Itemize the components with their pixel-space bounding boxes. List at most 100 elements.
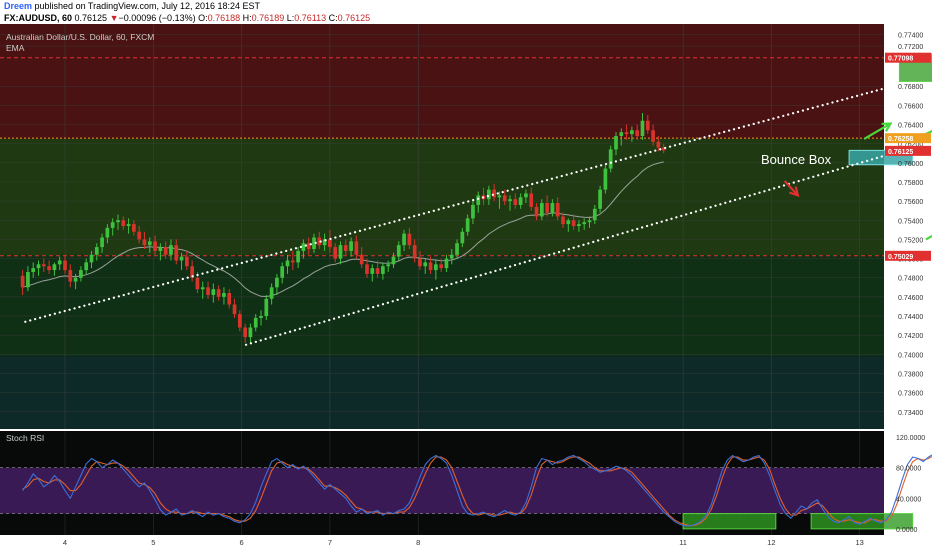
candle-body xyxy=(169,245,173,255)
candle-body xyxy=(566,220,571,225)
time-axis-background xyxy=(0,535,884,550)
candle-body xyxy=(550,203,555,213)
candle-body xyxy=(439,264,444,269)
candle-body xyxy=(492,189,496,198)
y-tick-label: 0.77400 xyxy=(898,33,923,40)
candle-body xyxy=(26,271,30,288)
rsi-y-tick-label: 80.0000 xyxy=(896,466,921,473)
candle-body xyxy=(624,132,629,135)
arrow-head xyxy=(789,186,800,198)
price-change: −0.00096 (−0.13%) xyxy=(118,13,196,23)
candle-body xyxy=(476,195,481,205)
down-arrow-icon: ▼ xyxy=(109,13,119,23)
candle-body xyxy=(216,289,221,297)
candle-body xyxy=(518,197,523,205)
y-tick-label: 0.76400 xyxy=(898,123,923,130)
candle-body xyxy=(582,222,587,225)
price-tag-text: 0.75029 xyxy=(888,254,913,261)
candle-body xyxy=(545,203,549,213)
candle-body xyxy=(41,264,46,267)
candle-body xyxy=(280,266,285,278)
candle-body xyxy=(237,314,242,328)
candle-body xyxy=(259,316,263,318)
x-tick-label: 7 xyxy=(328,538,332,547)
author-name[interactable]: Dreem xyxy=(4,1,33,11)
rsi-title: Stoch RSI xyxy=(6,433,44,443)
candle-body xyxy=(73,277,78,282)
candle-body xyxy=(561,216,565,225)
candle-body xyxy=(608,149,613,169)
candle-body xyxy=(603,168,608,190)
price-tag xyxy=(885,52,931,63)
y-tick-label: 0.76800 xyxy=(898,84,923,91)
candle-body xyxy=(63,260,67,271)
chart-title: Australian Dollar/U.S. Dollar, 60, FXCM xyxy=(6,32,154,42)
candle-body xyxy=(317,237,322,246)
y-tick-label: 0.76200 xyxy=(898,142,923,149)
x-tick-label: 12 xyxy=(767,538,775,547)
candle-body xyxy=(412,245,417,259)
candle-body xyxy=(402,233,406,246)
candle-body xyxy=(296,250,300,263)
candle-body xyxy=(174,245,179,261)
candle-body xyxy=(47,266,51,271)
green-arrow xyxy=(863,122,893,140)
candle-body xyxy=(370,268,375,274)
candle-body xyxy=(460,231,465,244)
candle-body xyxy=(211,289,216,295)
candle-body xyxy=(630,130,634,135)
candle-body xyxy=(661,147,666,151)
price-zone-green xyxy=(0,138,884,256)
candle-body xyxy=(529,193,534,207)
candle-body xyxy=(248,327,253,338)
candle-body xyxy=(386,264,391,267)
y-tick-label: 0.74800 xyxy=(898,276,923,283)
candle-body xyxy=(471,204,475,219)
red-arrow xyxy=(783,180,800,198)
candle-body xyxy=(184,256,189,267)
candle-body xyxy=(275,277,279,288)
y-tick-label: 0.73600 xyxy=(898,391,923,398)
candle-body xyxy=(312,237,316,249)
symbol-label[interactable]: FX:AUDUSD, 60 xyxy=(4,13,73,23)
last-price: 0.76125 xyxy=(74,13,108,23)
candle-body xyxy=(449,254,454,259)
x-tick-label: 11 xyxy=(679,538,687,547)
candle-body xyxy=(434,264,438,271)
y-tick-label: 0.74400 xyxy=(898,314,923,321)
y-tick-label: 0.75400 xyxy=(898,218,923,225)
candle-body xyxy=(619,132,624,137)
candle-body xyxy=(555,203,560,217)
price-zone-green_dark xyxy=(0,255,884,357)
rsi-y-tick-label: 0.0000 xyxy=(896,527,918,534)
y-tick-label: 0.74600 xyxy=(898,295,923,302)
candle-body xyxy=(375,268,380,274)
candle-body xyxy=(354,241,359,255)
x-tick-label: 13 xyxy=(856,538,864,547)
candle-body xyxy=(423,262,428,267)
candle-body xyxy=(68,270,73,282)
rsi-band xyxy=(0,467,884,514)
candle-body xyxy=(163,247,168,255)
candle-body xyxy=(359,254,364,265)
candle-body xyxy=(524,193,528,198)
candle-body xyxy=(428,262,433,271)
y-tick-label: 0.75200 xyxy=(898,237,923,244)
y-tick-label: 0.73400 xyxy=(898,410,923,417)
candle-body xyxy=(306,243,311,249)
symbol-line: FX:AUDUSD, 60 0.76125 ▼−0.00096 (−0.13%)… xyxy=(4,13,370,24)
price-tag xyxy=(885,145,931,156)
candle-body xyxy=(269,287,274,299)
price-tag-text: 0.76125 xyxy=(888,149,913,156)
candle-body xyxy=(396,245,401,257)
candle-body xyxy=(222,293,226,297)
candle-body xyxy=(635,130,640,137)
candle-body xyxy=(338,245,343,259)
candle-body xyxy=(89,254,94,263)
candle-body xyxy=(57,260,62,265)
price-tag xyxy=(885,250,931,261)
candle-body xyxy=(497,195,502,198)
close-label: C: xyxy=(328,13,338,23)
y-tick-label: 0.76600 xyxy=(898,103,923,110)
